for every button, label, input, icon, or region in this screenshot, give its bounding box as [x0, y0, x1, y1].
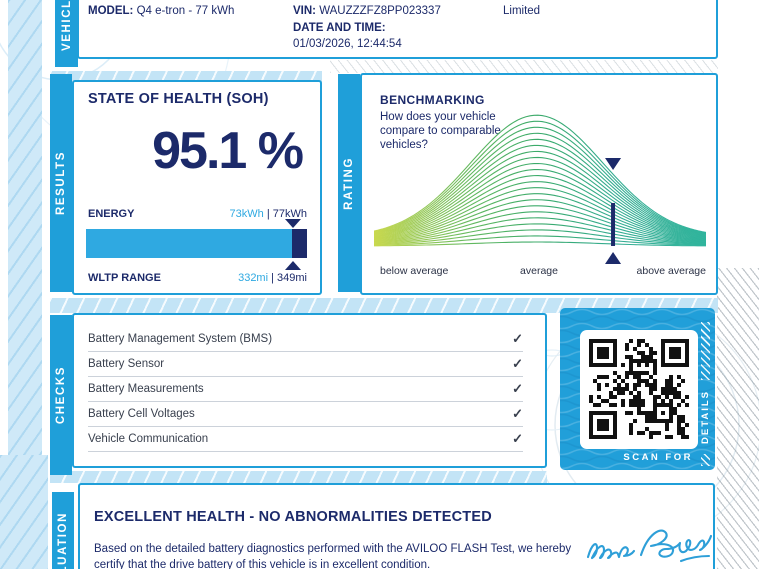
check-label: Battery Cell Voltages — [88, 408, 195, 420]
vehicle-section-label: VEHICLE — [60, 0, 73, 52]
range-current: 332mi — [238, 272, 269, 284]
checks-section-bar: CHECKS — [50, 315, 72, 475]
signature-scribble — [586, 529, 713, 563]
check-label: Battery Management System (BMS) — [88, 333, 273, 345]
range-divider: | — [271, 272, 274, 284]
qr-hatch-bottom-icon — [701, 454, 710, 466]
results-box — [72, 80, 322, 295]
axis-label-above-average: above average — [636, 265, 706, 277]
check-label: Battery Sensor — [88, 358, 165, 370]
evaluation-body-line-1: Based on the detailed battery diagnostic… — [94, 543, 572, 555]
energy-marker-top-icon — [285, 219, 301, 228]
benchmarking-title: BENCHMARKING — [380, 93, 485, 107]
range-label: WLTP RANGE — [88, 272, 161, 284]
rating-section-bar: RATING — [338, 74, 360, 292]
right-hatch-pattern — [717, 268, 759, 569]
check-divider — [88, 351, 523, 352]
qr-scan-for-label: SCAN FOR — [623, 452, 693, 463]
datetime-label: DATE AND TIME: — [293, 22, 386, 34]
benchmarking-subtitle-3: vehicles? — [380, 139, 428, 151]
soh-value: 95.1 % — [152, 122, 304, 180]
benchmarking-subtitle-1: How does your vehicle — [380, 111, 496, 123]
soh-title: STATE OF HEALTH (SOH) — [88, 91, 269, 107]
energy-bar — [86, 229, 307, 258]
energy-current: 73kWh — [229, 208, 264, 220]
qr-white-panel — [580, 330, 698, 449]
qr-hatch-top-icon — [701, 322, 710, 380]
evaluation-body-line-2: certify that the drive battery of this v… — [94, 559, 431, 569]
model-label: MODEL: — [88, 5, 134, 17]
separator-band-2 — [50, 298, 718, 313]
vin-label: VIN: — [293, 5, 316, 17]
energy-original: 77kWh — [272, 208, 307, 220]
separator-band-3 — [50, 471, 547, 483]
check-pass-icon: ✓ — [512, 356, 523, 371]
qr-details-strip: DETAILS — [697, 382, 713, 452]
axis-label-average: average — [520, 265, 558, 277]
evaluation-heading: EXCELLENT HEALTH - NO ABNORMALITIES DETE… — [94, 509, 492, 525]
energy-label: ENERGY — [88, 208, 135, 220]
check-row-bms: Battery Management System (BMS) ✓ — [88, 331, 523, 346]
vin-value: WAUZZZFZ8PP023337 — [319, 5, 441, 17]
check-divider — [88, 376, 523, 377]
check-row-sensor: Battery Sensor ✓ — [88, 356, 523, 371]
evaluation-box — [78, 483, 715, 569]
model-field: MODEL: Q4 e-tron - 77 kWh — [88, 4, 234, 18]
rating-section-label: RATING — [343, 156, 355, 210]
check-divider — [88, 426, 523, 427]
checks-box — [72, 313, 547, 468]
evaluation-section-bar: EVALUATION — [52, 492, 74, 569]
check-row-cell-voltages: Battery Cell Voltages ✓ — [88, 406, 523, 421]
vin-field: VIN: WAUZZZFZ8PP023337 — [293, 4, 441, 18]
left-margin-band-bottom — [0, 455, 48, 569]
check-row-measurements: Battery Measurements ✓ — [88, 381, 523, 396]
check-row-communication: Vehicle Communication ✓ — [88, 431, 523, 446]
top-hatch-pattern — [330, 60, 718, 73]
energy-divider: | — [266, 208, 270, 220]
rating-box — [360, 73, 718, 295]
qr-block: SCAN FOR DETAILS — [560, 308, 715, 470]
datetime-value: 01/03/2026, 12:44:54 — [293, 38, 402, 50]
check-label: Battery Measurements — [88, 383, 204, 395]
energy-bar-marker — [292, 229, 307, 258]
check-pass-icon: ✓ — [512, 406, 523, 421]
vehicle-section-bar: VEHICLE — [55, 0, 78, 67]
check-pass-icon: ✓ — [512, 381, 523, 396]
check-pass-icon: ✓ — [512, 431, 523, 446]
check-divider — [88, 451, 523, 452]
results-section-bar: RESULTS — [50, 74, 72, 292]
benchmark-curve — [374, 114, 706, 264]
left-margin-band — [8, 0, 42, 455]
axis-label-below-average: below average — [380, 265, 449, 277]
results-section-label: RESULTS — [55, 150, 67, 216]
range-original: 349mi — [277, 272, 307, 284]
check-pass-icon: ✓ — [512, 331, 523, 346]
benchmarking-subtitle-2: compare to comparable — [380, 125, 501, 137]
check-label: Vehicle Communication — [88, 433, 209, 445]
range-values: 332mi | 349mi — [150, 272, 307, 284]
trim-value: Limited — [503, 5, 541, 17]
check-divider — [88, 401, 523, 402]
checks-section-label: CHECKS — [55, 365, 67, 425]
energy-marker-bottom-icon — [285, 261, 301, 270]
evaluation-section-label: EVALUATION — [57, 512, 69, 569]
energy-values: 73kWh | 77kWh — [150, 208, 307, 220]
model-value: Q4 e-tron - 77 kWh — [136, 5, 235, 17]
qr-details-label: DETAILS — [699, 390, 711, 444]
vehicle-info-box — [77, 0, 718, 59]
qr-code — [589, 339, 689, 439]
